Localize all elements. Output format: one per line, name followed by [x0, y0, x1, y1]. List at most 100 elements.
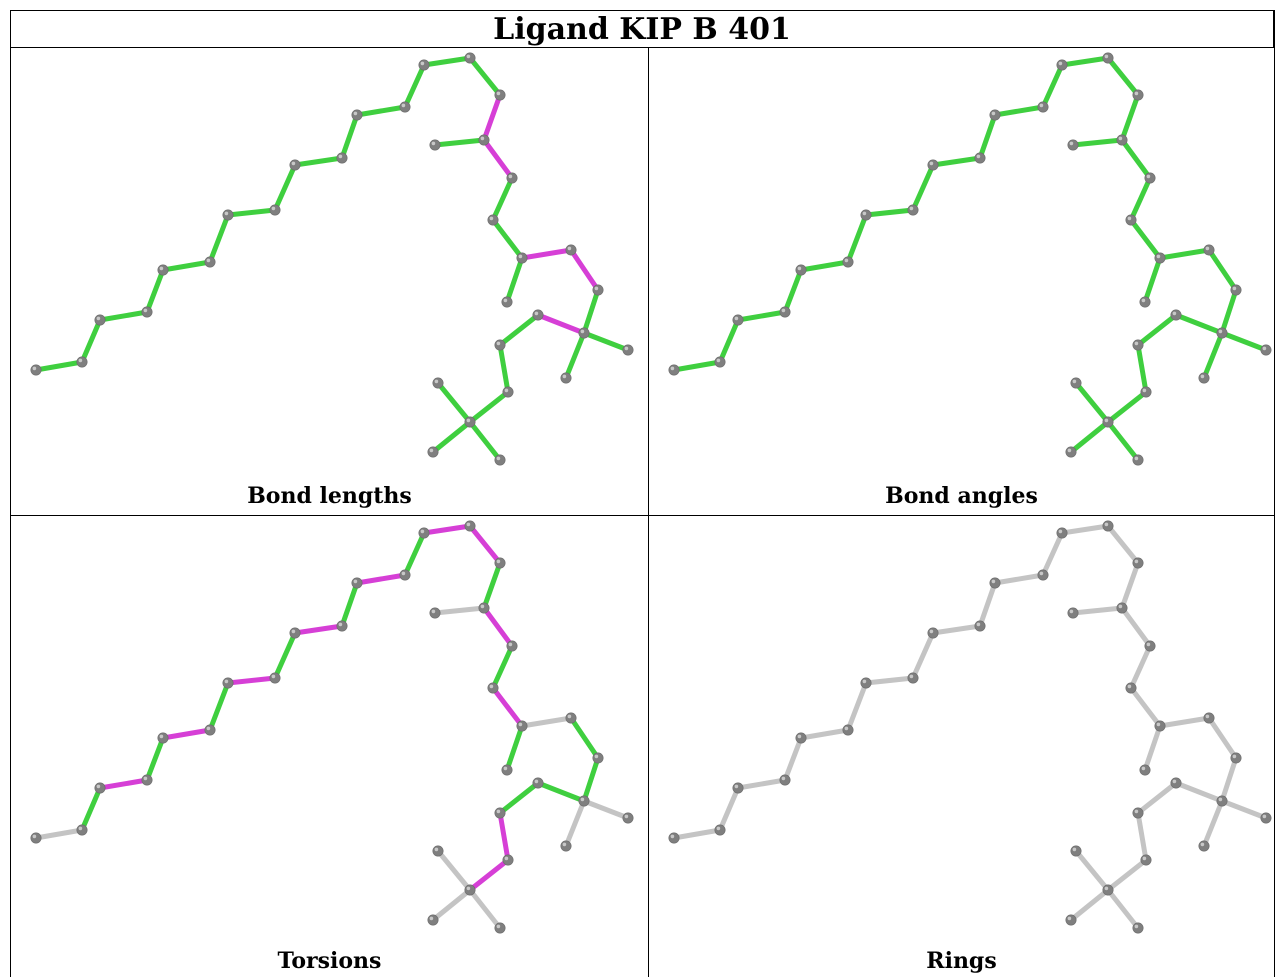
bond — [33, 359, 85, 373]
bond — [1201, 330, 1225, 381]
atom — [532, 777, 544, 789]
atom — [1140, 386, 1152, 398]
atom — [927, 159, 939, 171]
atom — [1154, 720, 1166, 732]
atom — [1102, 884, 1114, 896]
bond — [225, 675, 278, 686]
atom — [1125, 214, 1137, 226]
bond — [735, 777, 788, 791]
atom-highlight — [781, 308, 786, 313]
atom — [1056, 527, 1068, 539]
bond — [430, 419, 473, 455]
atom — [336, 152, 348, 164]
bond — [1206, 247, 1239, 293]
atom — [141, 306, 153, 318]
atom-highlight — [1067, 448, 1072, 453]
bond — [1105, 887, 1141, 931]
atom — [668, 364, 680, 376]
molecule-torsions — [30, 520, 634, 934]
atom-highlight — [976, 154, 981, 159]
atom-highlight — [480, 604, 485, 609]
atom — [351, 109, 363, 121]
ligand-title: Ligand KIP B 401 — [493, 11, 791, 47]
atom-highlight — [504, 388, 509, 393]
atom-highlight — [1218, 797, 1223, 802]
atom-highlight — [143, 776, 148, 781]
atom-highlight — [518, 722, 523, 727]
bond — [490, 175, 515, 223]
atom-highlight — [143, 308, 148, 313]
bond — [79, 785, 103, 833]
bond — [671, 359, 723, 373]
atom — [222, 677, 234, 689]
molecule-bond-lengths — [30, 52, 634, 466]
atom — [506, 172, 518, 184]
bond — [339, 580, 360, 629]
bond — [1073, 380, 1111, 425]
atom-highlight — [1072, 379, 1077, 384]
atom — [269, 204, 281, 216]
atom-highlight — [496, 559, 501, 564]
atom — [1132, 339, 1144, 351]
atom — [779, 306, 791, 318]
atom-highlight — [496, 924, 501, 929]
caption-bond-lengths: Bond lengths — [247, 483, 412, 509]
atom-highlight — [567, 246, 572, 251]
atom-highlight — [338, 154, 343, 159]
bond — [519, 247, 574, 261]
bond — [977, 580, 998, 629]
bond — [481, 605, 515, 649]
atom — [1067, 607, 1079, 619]
bond — [421, 55, 473, 68]
atom — [222, 209, 234, 221]
bond — [497, 312, 541, 348]
bond — [1128, 217, 1163, 261]
bond — [354, 104, 408, 118]
atom — [1067, 139, 1079, 151]
atom-highlight — [32, 834, 37, 839]
bond — [782, 735, 804, 783]
bond — [1119, 137, 1153, 181]
atom — [732, 314, 744, 326]
atom-highlight — [1205, 714, 1210, 719]
bond — [225, 207, 278, 218]
atom — [494, 89, 506, 101]
atom — [668, 832, 680, 844]
atom — [1037, 101, 1049, 113]
bond — [581, 755, 601, 804]
atom-highlight — [431, 141, 436, 146]
bond — [563, 798, 587, 849]
atom-highlight — [1134, 91, 1139, 96]
atom-highlight — [489, 684, 494, 689]
panel-torsions: Torsions — [11, 516, 648, 977]
atom — [1260, 812, 1272, 824]
atom-highlight — [496, 91, 501, 96]
atom-highlight — [1200, 842, 1205, 847]
atom — [204, 724, 216, 736]
bond — [272, 162, 298, 213]
atom-highlight — [1039, 571, 1044, 576]
atom-highlight — [78, 358, 83, 363]
atom — [795, 264, 807, 276]
atom-highlight — [862, 211, 867, 216]
bond — [1157, 247, 1212, 261]
atom — [1102, 52, 1114, 64]
bond — [568, 715, 601, 761]
atom-highlight — [466, 54, 471, 59]
atom — [94, 314, 106, 326]
bond — [1068, 887, 1111, 923]
atom — [560, 372, 572, 384]
grid-line-right — [1274, 10, 1275, 977]
atom — [622, 812, 634, 824]
bond — [467, 523, 503, 566]
bond — [504, 723, 525, 773]
bond — [430, 887, 473, 923]
atom — [1154, 252, 1166, 264]
bond — [432, 137, 487, 148]
atom — [501, 764, 513, 776]
bond — [863, 675, 916, 686]
atom — [1116, 602, 1128, 614]
bond — [845, 212, 869, 265]
atom — [714, 824, 726, 836]
atom-highlight — [781, 776, 786, 781]
